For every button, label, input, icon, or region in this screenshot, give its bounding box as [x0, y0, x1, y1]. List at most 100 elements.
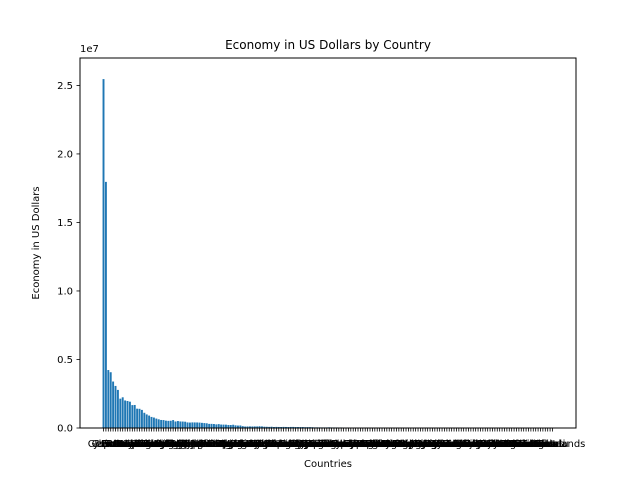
- x-tick-label: Thailand: [143, 439, 187, 450]
- x-tick-label: DR Congo: [280, 439, 330, 450]
- x-tick-label: Armenia: [373, 439, 415, 450]
- x-ticks-group: USChinaJapanGermanyIndiaUKFranceCanadaRu…: [88, 428, 585, 450]
- x-tick-label: Costa Rica: [274, 439, 327, 450]
- x-tick-label: Jordan: [300, 439, 333, 450]
- x-tick-label: Puerto Rico: [219, 439, 276, 450]
- x-tick-label: Saint Lucia: [477, 439, 532, 450]
- bar-dominican-republic: [256, 426, 259, 428]
- x-tick-label: Jamaica: [385, 439, 425, 450]
- x-tick-label: Chad: [432, 439, 458, 450]
- x-tick-label: Lesotho: [468, 439, 507, 450]
- bar-uae: [176, 421, 179, 428]
- bar-bangladesh: [184, 421, 187, 428]
- x-tick-label: Egypt: [166, 439, 195, 450]
- x-tick-label: South Korea: [102, 439, 163, 450]
- x-tick-label: Uganda: [295, 439, 334, 450]
- x-tick-label: Colombia: [183, 439, 230, 450]
- x-tick-label: Philippines: [170, 439, 224, 450]
- bar-czech-republic: [212, 424, 215, 428]
- x-tick-label: Ethiopia: [239, 439, 280, 450]
- bar-luxembourg: [268, 426, 271, 428]
- x-tick-label: Latvia: [321, 439, 351, 450]
- bar-panama: [289, 426, 292, 428]
- x-tick-label: Japan: [93, 439, 122, 450]
- bar-egypt: [179, 421, 182, 428]
- x-tick-label: Senegal: [343, 439, 383, 450]
- bar-thailand: [164, 420, 167, 428]
- x-tick-label: Cambodia: [330, 439, 381, 450]
- bar-pakistan: [200, 422, 203, 428]
- x-tick-label: Belize: [480, 439, 510, 450]
- x-tick-label: Kuwait: [224, 439, 257, 450]
- x-tick-label: Brazil: [116, 439, 144, 450]
- x-tick-label: Tonga: [520, 439, 550, 450]
- bar-germany: [109, 372, 112, 428]
- x-tick-label: Barbados: [442, 439, 489, 450]
- bar-switzerland: [150, 416, 153, 428]
- x-tick-label: Samoa: [509, 439, 543, 450]
- bar-guatemala: [263, 426, 266, 428]
- x-tick-label: UAE: [168, 439, 188, 450]
- x-tick-label: Cameroon: [296, 439, 347, 450]
- x-tick-label: Macau: [356, 439, 389, 450]
- x-tick-label: Oman: [247, 439, 277, 450]
- x-tick-label: Bahrain: [305, 439, 344, 450]
- bar-kazakhstan: [227, 424, 230, 428]
- bar-ethiopia: [258, 426, 261, 428]
- bar-turkey: [148, 415, 151, 428]
- x-tick-label: Czech Republic: [176, 439, 252, 450]
- x-tick-label: Guinea: [362, 439, 397, 450]
- x-tick-label: Estonia: [320, 439, 357, 450]
- x-tick-label: Indonesia: [118, 439, 166, 450]
- x-tick-label: Antigua: [490, 439, 529, 450]
- x-tick-label: Zambia: [346, 439, 384, 450]
- x-tick-label: Ghana: [265, 439, 298, 450]
- x-tick-label: San Marino: [486, 439, 542, 450]
- x-tick-label: Gambia: [483, 439, 522, 450]
- x-tick-label: Myanmar: [289, 439, 337, 450]
- x-tick-label: Sudan: [313, 439, 345, 450]
- bar-japan: [107, 370, 110, 428]
- x-tick-label: Morocco: [222, 439, 264, 450]
- bar-slovakia: [253, 426, 256, 428]
- x-tick-label: Turkmenistan: [249, 439, 317, 450]
- x-tick-label: Turkey: [132, 439, 166, 450]
- x-tick-label: Equatorial Guinea: [356, 439, 446, 450]
- x-tick-label: Honduras: [327, 439, 375, 450]
- x-tick-label: Romania: [190, 439, 234, 450]
- x-tick-label: Congo: [412, 439, 444, 450]
- bar-nigeria: [174, 421, 177, 428]
- bar-morocco: [241, 426, 244, 428]
- x-tick-label: France: [101, 439, 134, 450]
- x-tick-label: Moldova: [399, 439, 441, 450]
- bar-singapore: [188, 422, 191, 428]
- x-tick-label: Peru: [215, 439, 237, 450]
- x-tick-label: Chile: [197, 439, 222, 450]
- x-tick-label: Qatar: [219, 439, 248, 450]
- x-tick-label: Togo: [444, 439, 468, 450]
- x-tick-label: Guyana: [394, 439, 433, 450]
- x-tick-label: Malawi: [422, 439, 457, 450]
- x-tick-label: Pakistan: [181, 439, 223, 450]
- x-tick-label: US: [97, 439, 111, 450]
- y-tick-label: 2.0: [57, 149, 73, 160]
- x-tick-label: Poland: [140, 439, 173, 450]
- y-tick-label: 2.5: [57, 81, 73, 92]
- bar-south-africa: [193, 422, 196, 428]
- x-tick-label: Mexico: [120, 439, 155, 450]
- x-tick-label: Namibia: [397, 439, 438, 450]
- bar-philippines: [196, 422, 199, 428]
- x-tick-label: Cote d'Ivoire: [266, 439, 329, 450]
- x-tick-label: Libya: [321, 439, 348, 450]
- bar-algeria: [234, 425, 237, 428]
- bar-chile: [208, 423, 211, 428]
- bar-taiwan: [152, 417, 155, 428]
- bar-tanzania: [277, 426, 280, 428]
- x-tick-label: Kyrgyzstan: [415, 439, 470, 450]
- x-tick-label: Solomon Islands: [476, 439, 558, 450]
- x-tick-label: Nigeria: [158, 439, 194, 450]
- x-tick-label: Seychelles: [480, 439, 533, 450]
- x-tick-label: Netherlands: [116, 439, 177, 450]
- x-tick-label: Norway: [154, 439, 192, 450]
- x-tick-label: Saint Kitts: [503, 439, 554, 450]
